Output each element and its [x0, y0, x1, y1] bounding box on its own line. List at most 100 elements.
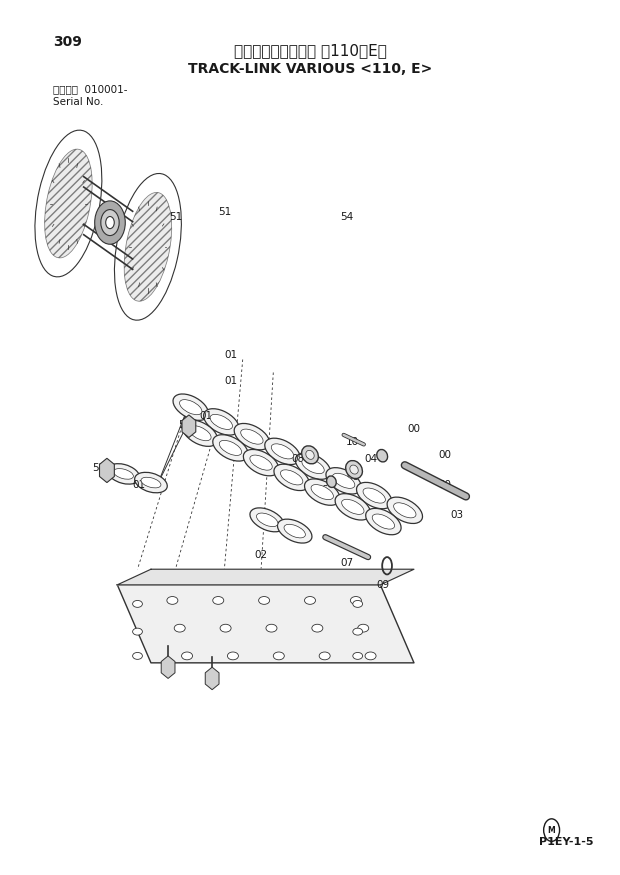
Ellipse shape: [372, 514, 394, 529]
Ellipse shape: [278, 519, 312, 543]
Ellipse shape: [332, 473, 355, 488]
Text: 08: 08: [291, 454, 304, 464]
Ellipse shape: [353, 600, 363, 607]
Ellipse shape: [250, 507, 285, 532]
Text: 09: 09: [377, 580, 390, 590]
Ellipse shape: [302, 458, 324, 473]
Ellipse shape: [107, 464, 140, 484]
Ellipse shape: [220, 624, 231, 632]
Ellipse shape: [346, 460, 363, 479]
Ellipse shape: [394, 503, 416, 518]
Ellipse shape: [257, 513, 278, 527]
Ellipse shape: [133, 600, 143, 607]
Ellipse shape: [327, 476, 336, 487]
Ellipse shape: [356, 482, 392, 508]
Ellipse shape: [280, 470, 303, 485]
Text: 01: 01: [224, 376, 237, 386]
Ellipse shape: [301, 446, 319, 464]
Ellipse shape: [342, 500, 364, 514]
Ellipse shape: [335, 493, 371, 520]
Ellipse shape: [259, 597, 270, 605]
Text: 51: 51: [169, 212, 182, 221]
Ellipse shape: [213, 435, 248, 461]
Text: 309: 309: [53, 34, 82, 48]
Ellipse shape: [366, 508, 401, 535]
Ellipse shape: [304, 479, 340, 505]
Text: トラックリンク各種 ＜110，E＞: トラックリンク各種 ＜110，E＞: [234, 43, 386, 58]
Ellipse shape: [173, 394, 208, 420]
Ellipse shape: [244, 450, 279, 476]
Polygon shape: [117, 584, 414, 663]
Ellipse shape: [304, 597, 316, 605]
Ellipse shape: [365, 652, 376, 660]
Ellipse shape: [45, 149, 92, 258]
Text: 06: 06: [316, 485, 329, 494]
Ellipse shape: [182, 652, 193, 660]
Ellipse shape: [113, 469, 133, 480]
Text: 01: 01: [200, 411, 213, 421]
Ellipse shape: [133, 628, 143, 635]
Ellipse shape: [241, 429, 263, 444]
Text: 54: 54: [340, 212, 353, 221]
Ellipse shape: [350, 465, 358, 474]
Ellipse shape: [311, 485, 334, 500]
Ellipse shape: [133, 653, 143, 660]
Text: 適用号機  010001-: 適用号機 010001-: [53, 84, 128, 94]
Ellipse shape: [95, 201, 125, 244]
Ellipse shape: [182, 420, 218, 446]
Text: 00: 00: [438, 480, 451, 490]
Text: 01: 01: [132, 480, 145, 490]
Ellipse shape: [306, 451, 314, 459]
Text: 00: 00: [407, 424, 420, 434]
Ellipse shape: [358, 624, 369, 632]
Ellipse shape: [180, 400, 202, 415]
Ellipse shape: [228, 652, 239, 660]
Text: 52: 52: [178, 419, 191, 430]
Ellipse shape: [135, 473, 167, 493]
Ellipse shape: [213, 597, 224, 605]
Ellipse shape: [284, 524, 306, 538]
Ellipse shape: [250, 455, 272, 470]
Text: 02: 02: [254, 550, 268, 559]
Ellipse shape: [105, 216, 114, 228]
Ellipse shape: [174, 624, 185, 632]
Text: 04: 04: [365, 454, 378, 464]
Ellipse shape: [273, 652, 285, 660]
Ellipse shape: [350, 597, 361, 605]
Ellipse shape: [266, 624, 277, 632]
Text: 01: 01: [224, 350, 237, 360]
Ellipse shape: [265, 438, 300, 465]
Text: P1EY-1-5: P1EY-1-5: [539, 837, 594, 847]
Ellipse shape: [219, 440, 242, 456]
Text: 51: 51: [218, 207, 231, 217]
Ellipse shape: [274, 464, 309, 491]
Ellipse shape: [319, 652, 330, 660]
Ellipse shape: [363, 488, 386, 503]
Ellipse shape: [188, 425, 211, 441]
Text: 08: 08: [346, 472, 360, 481]
Text: 10: 10: [346, 437, 360, 447]
Text: Serial No.: Serial No.: [53, 97, 104, 107]
Ellipse shape: [387, 497, 422, 523]
Text: M: M: [547, 826, 556, 835]
Ellipse shape: [377, 450, 388, 462]
Ellipse shape: [353, 628, 363, 635]
Ellipse shape: [312, 624, 323, 632]
Ellipse shape: [272, 444, 294, 458]
Ellipse shape: [167, 597, 178, 605]
Ellipse shape: [326, 467, 361, 494]
Text: 00: 00: [438, 450, 451, 460]
Text: TRACK-LINK VARIOUS <110, E>: TRACK-LINK VARIOUS <110, E>: [188, 62, 432, 76]
Ellipse shape: [295, 453, 330, 480]
Ellipse shape: [353, 653, 363, 660]
Polygon shape: [117, 570, 414, 584]
Text: 52: 52: [92, 463, 105, 472]
Ellipse shape: [141, 477, 161, 488]
Ellipse shape: [101, 210, 119, 235]
Text: 07: 07: [340, 558, 353, 568]
Ellipse shape: [124, 192, 172, 301]
Ellipse shape: [234, 424, 270, 450]
Ellipse shape: [210, 415, 232, 430]
Ellipse shape: [203, 409, 239, 435]
Text: 03: 03: [450, 510, 463, 521]
